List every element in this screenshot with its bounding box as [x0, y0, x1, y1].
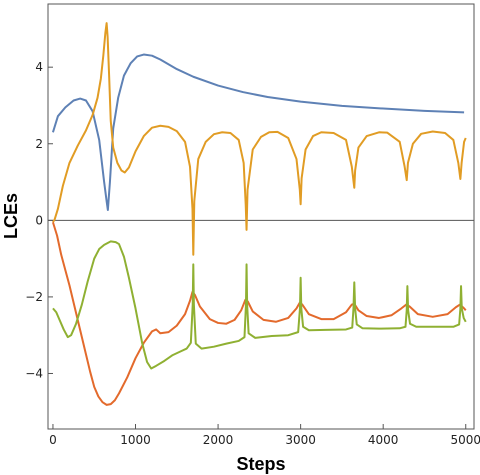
plot-area	[48, 22, 474, 406]
x-tick-label: 5000	[450, 433, 480, 447]
y-tick-label: 4	[35, 60, 43, 74]
y-tick-label: 0	[35, 213, 43, 227]
series-line-2	[52, 22, 467, 256]
y-tick-label: 2	[35, 137, 43, 151]
y-tick-label: −2	[25, 290, 43, 304]
x-ticks: 0 1000 2000 3000 4000 5000	[49, 424, 480, 447]
series-line-4	[52, 240, 467, 370]
x-tick-label: 2000	[203, 433, 234, 447]
series-line-1	[51, 53, 465, 211]
plot-frame	[47, 3, 475, 430]
x-axis-label: Steps	[236, 454, 285, 474]
series-line-3	[51, 221, 467, 406]
x-tick-label: 1000	[120, 433, 151, 447]
y-axis-label: LCEs	[1, 193, 21, 239]
x-tick-label: 3000	[285, 433, 316, 447]
x-tick-label: 0	[49, 433, 57, 447]
x-tick-label: 4000	[368, 433, 399, 447]
y-tick-label: −4	[25, 366, 43, 380]
y-ticks: −4 −2 0 2 4	[25, 60, 53, 380]
series-layer	[51, 22, 467, 406]
